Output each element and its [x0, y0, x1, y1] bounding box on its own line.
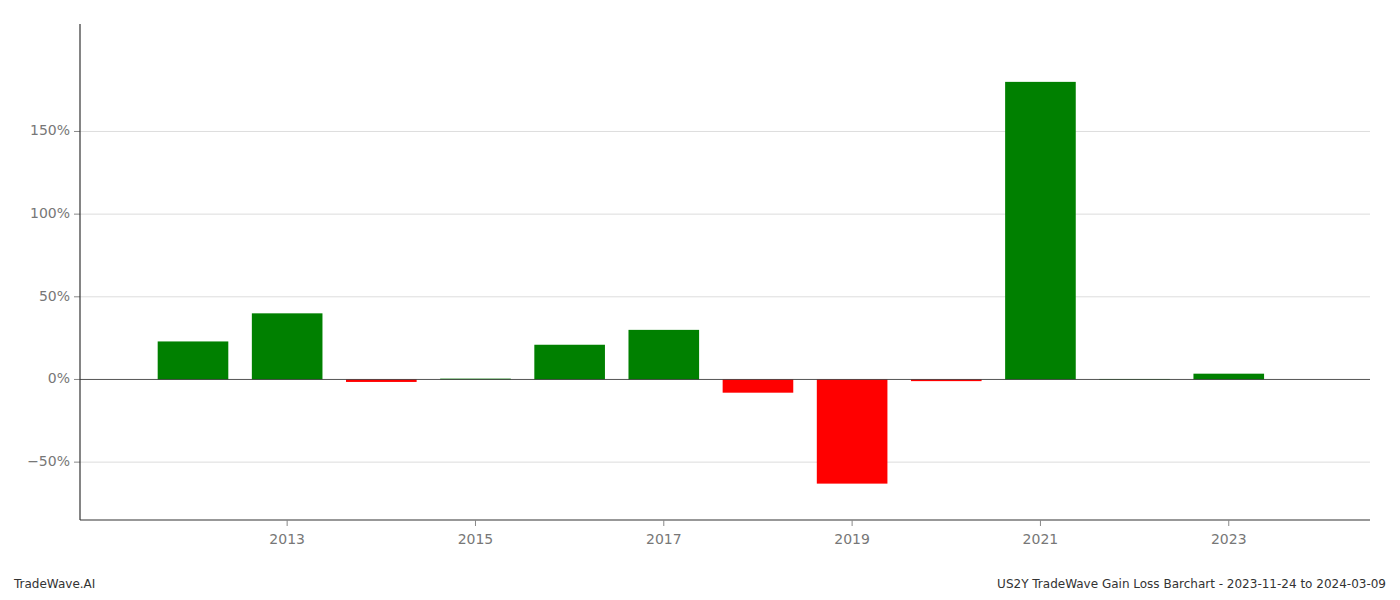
x-tick: [1040, 520, 1041, 526]
y-axis-line: [79, 24, 80, 520]
bar: [723, 379, 794, 392]
bar: [628, 330, 699, 380]
bar: [1005, 82, 1076, 380]
y-tick-label: 150%: [30, 122, 70, 138]
y-tick-label: 50%: [39, 288, 70, 304]
bar: [252, 313, 323, 379]
x-tick: [287, 520, 288, 526]
y-grid: [80, 131, 1370, 462]
footer-left: TradeWave.AI: [13, 577, 95, 591]
y-tick: [74, 379, 80, 380]
x-tick-label: 2019: [834, 531, 870, 547]
x-tick-label: 2023: [1211, 531, 1247, 547]
grid-line: [80, 214, 1370, 215]
x-tick: [663, 520, 664, 526]
y-tick: [74, 296, 80, 297]
footer-right: US2Y TradeWave Gain Loss Barchart - 2023…: [997, 577, 1386, 591]
y-tick-label: −50%: [27, 453, 70, 469]
bar: [534, 345, 605, 380]
x-tick-label: 2021: [1023, 531, 1059, 547]
x-axis: 2013 2015 2017 2019 2021 2023: [269, 520, 1246, 547]
bars: [158, 82, 1264, 484]
grid-line: [80, 462, 1370, 463]
grid-line: [80, 296, 1370, 297]
zero-line: [80, 379, 1370, 380]
x-tick: [475, 520, 476, 526]
bar: [817, 379, 888, 483]
y-tick: [74, 214, 80, 215]
y-tick: [74, 131, 80, 132]
x-axis-line: [80, 519, 1370, 520]
grid-line: [80, 131, 1370, 132]
x-tick: [1228, 520, 1229, 526]
x-tick: [852, 520, 853, 526]
y-axis: −50% 0% 50% 100% 150%: [27, 122, 80, 469]
y-tick-label: 0%: [48, 370, 70, 386]
x-tick-label: 2013: [269, 531, 305, 547]
bar: [158, 341, 229, 379]
y-tick-label: 100%: [30, 205, 70, 221]
x-tick-label: 2015: [458, 531, 494, 547]
y-tick: [74, 462, 80, 463]
x-tick-label: 2017: [646, 531, 682, 547]
grid-line: [80, 379, 1370, 380]
chart: −50% 0% 50% 100% 150% 2013 2015 2017 2019 2021 202…: [0, 0, 1400, 600]
bar: [1193, 374, 1264, 380]
